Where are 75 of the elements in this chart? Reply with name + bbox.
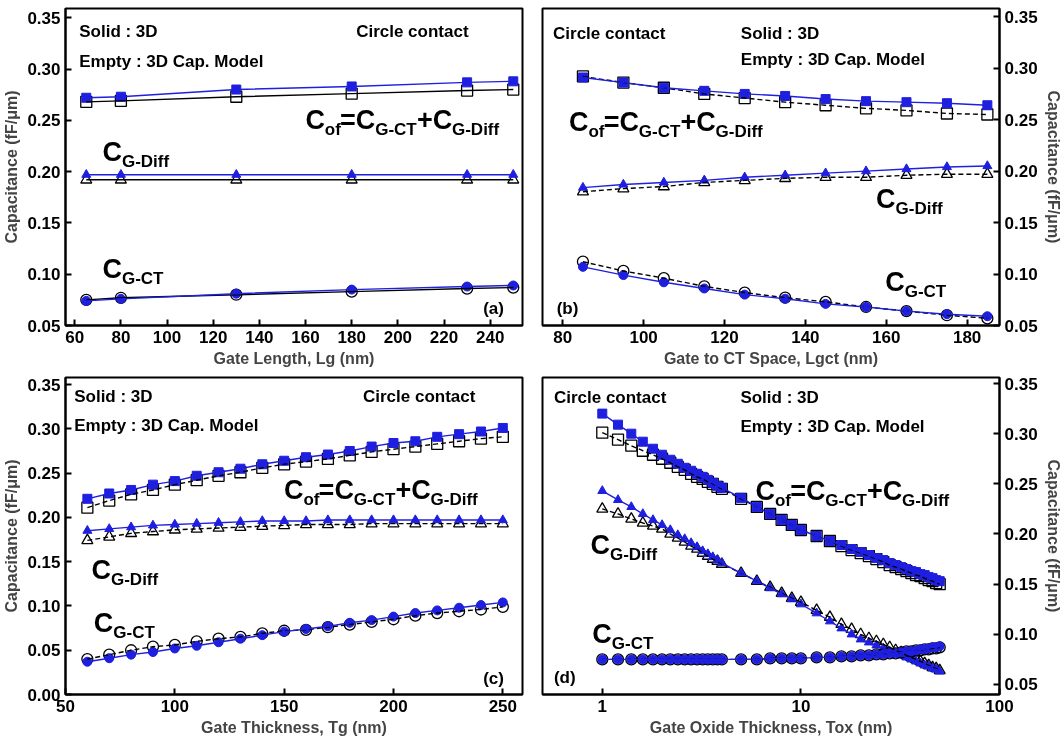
x-tick-label: 200 — [379, 696, 408, 716]
y2-tick-label: 0.20 — [1004, 524, 1038, 544]
y2-tick-label: 0.35 — [1004, 374, 1038, 394]
annotation: Empty : 3D Cap. Model — [74, 415, 259, 435]
annotation: Empty : 3D Cap. Model — [79, 52, 264, 72]
y2-tick-label: 0.05 — [1004, 675, 1038, 695]
annotation: (d) — [553, 667, 576, 687]
y-tick-label: 0.25 — [27, 111, 61, 131]
x-tick-label: 1 — [597, 696, 608, 716]
annotation: Circle contact — [363, 387, 476, 407]
x-tick-label: 100 — [160, 696, 190, 716]
annotation: Solid : 3D — [740, 23, 820, 43]
y-axis-title: Capacitance (fF/μm) — [3, 459, 21, 613]
y-tick-label: 0.35 — [27, 375, 61, 395]
y-tick-label: 0.15 — [27, 552, 61, 572]
y2-tick-label: 0.15 — [1004, 213, 1038, 233]
annotation: (b) — [556, 298, 579, 318]
y-tick-label: 0.25 — [27, 464, 61, 484]
y2-tick-label: 0.10 — [1004, 625, 1038, 645]
x-tick-label: 100 — [152, 327, 182, 347]
y-tick-label: 0.30 — [27, 419, 61, 439]
x-tick-label: 220 — [429, 327, 459, 347]
annotation: (a) — [483, 298, 504, 318]
x-axis-title: Gate to CT Space, Lgct (nm) — [663, 349, 879, 367]
y2-tick-label: 0.25 — [1004, 474, 1038, 494]
annotation: Empty : 3D Cap. Model — [740, 417, 925, 437]
y2-tick-label: 0.35 — [1004, 7, 1038, 27]
x-axis-title: Gate Oxide Thickness, Tox (nm) — [649, 718, 893, 736]
x-axis-title: Gate Thickness, Tg (nm) — [201, 718, 387, 736]
x-tick-label: 80 — [553, 327, 573, 347]
x-tick-label: 100 — [629, 327, 658, 347]
x-tick-label: 160 — [872, 327, 901, 347]
annotation: Empty : 3D Cap. Model — [740, 50, 926, 70]
x-tick-label: 140 — [791, 327, 820, 347]
annotation: Circle contact — [553, 387, 667, 407]
y-axis-title: Capacitance (fF/μm) — [3, 90, 21, 244]
x-tick-label: 180 — [337, 327, 366, 347]
x-tick-label: 140 — [245, 327, 274, 347]
x-tick-label: 240 — [476, 327, 505, 347]
y2-tick-label: 0.30 — [1004, 424, 1038, 444]
x-tick-label: 200 — [383, 327, 413, 347]
annotation: Solid : 3D — [74, 387, 153, 407]
y2-tick-label: 0.10 — [1004, 265, 1038, 285]
annotation: (c) — [483, 669, 504, 689]
y-tick-label: 0.15 — [27, 213, 61, 233]
x-tick-label: 10 — [791, 696, 811, 716]
y2-axis-title: Capacitance (fF/μm) — [1044, 459, 1062, 613]
y-tick-label: 0.30 — [27, 60, 61, 80]
y-tick-label: 0.10 — [27, 265, 61, 285]
x-tick-label: 60 — [65, 327, 85, 347]
y-tick-label: 0.20 — [27, 162, 61, 182]
x-tick-label: 150 — [269, 696, 299, 716]
y-tick-label: 0.05 — [27, 641, 61, 661]
y2-tick-label: 0.15 — [1004, 575, 1038, 595]
x-tick-label: 100 — [985, 696, 1014, 716]
y2-tick-label: 0.05 — [1004, 316, 1038, 336]
y-tick-label: 0.35 — [27, 8, 61, 28]
y2-axis-title: Capacitance (fF/μm) — [1044, 90, 1062, 244]
x-tick-label: 250 — [488, 696, 518, 716]
x-tick-label: 120 — [199, 327, 228, 347]
annotation: Circle contact — [356, 22, 469, 42]
x-tick-label: 120 — [710, 327, 739, 347]
x-tick-label: 160 — [291, 327, 320, 347]
y-tick-label: 0.20 — [27, 508, 61, 528]
annotation: Solid : 3D — [740, 387, 819, 407]
x-tick-label: 80 — [111, 327, 131, 347]
x-tick-label: 180 — [952, 327, 982, 347]
x-axis-title: Gate Length, Lg (nm) — [213, 349, 375, 367]
y-tick-label: 0.05 — [27, 316, 61, 336]
y2-tick-label: 0.20 — [1004, 162, 1038, 182]
y-tick-label: 0.10 — [27, 596, 61, 616]
annotation: Solid : 3D — [79, 22, 158, 42]
y2-tick-label: 0.30 — [1004, 59, 1038, 79]
y2-tick-label: 0.25 — [1004, 110, 1038, 130]
annotation: Circle contact — [553, 23, 666, 43]
